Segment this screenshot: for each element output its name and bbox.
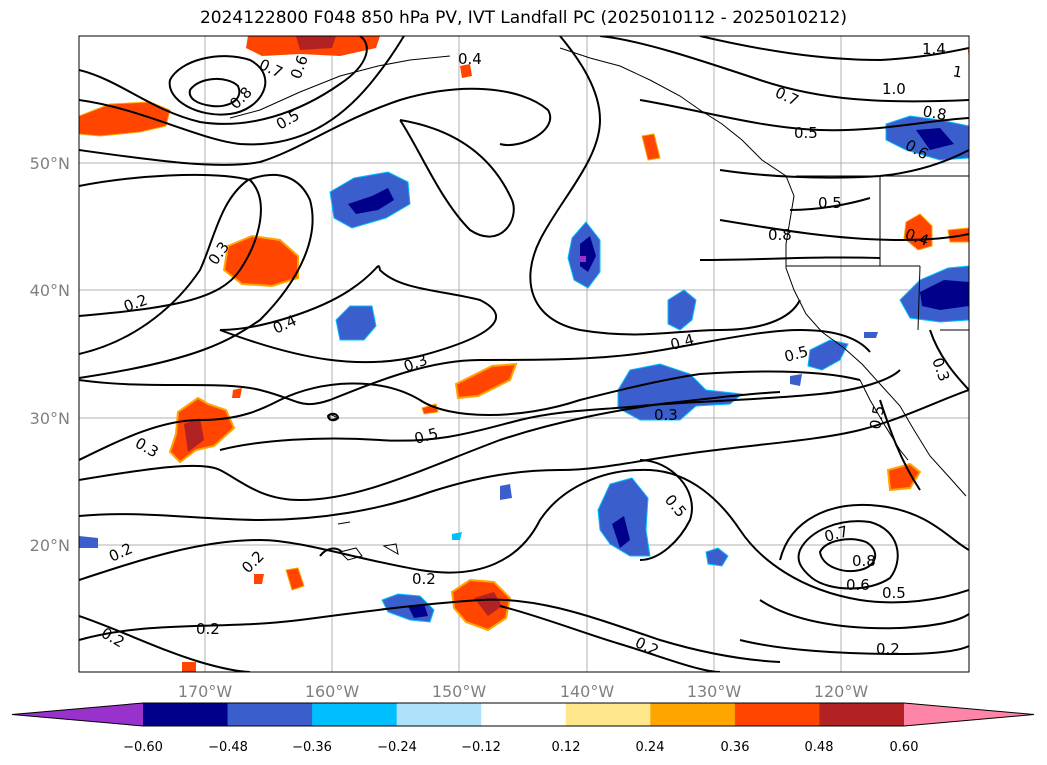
contour-label: 1 [951, 62, 964, 81]
contour-label: 0.4 [668, 330, 696, 354]
contour-label: 0.7 [822, 522, 850, 546]
colorbar-outline [11, 702, 1035, 727]
colorbar-tick: 0.12 [552, 740, 581, 755]
colorbar-extend-low [12, 703, 143, 726]
lat-label: 30°N [30, 409, 70, 428]
colorbar-tick: 0.48 [805, 740, 834, 755]
colorbar-segment [734, 703, 820, 726]
contour-label: 0.3 [654, 406, 678, 424]
colorbar-segment [819, 703, 905, 726]
lat-label: 20°N [30, 536, 70, 555]
colorbar-extend-high [904, 703, 1034, 726]
colorbar-tick: 0.60 [890, 740, 919, 755]
lon-label: 150°W [432, 682, 487, 701]
contour-label: 0.8 [921, 102, 948, 124]
colorbar-tick: −0.24 [377, 740, 417, 755]
lat-axis: 50°N 40°N 30°N 20°N [30, 154, 70, 555]
lat-label: 50°N [30, 154, 70, 173]
coastlines [229, 47, 969, 561]
colorbar-tick: −0.12 [461, 740, 501, 755]
colorbar [11, 702, 1035, 727]
lon-label: 170°W [178, 682, 233, 701]
contour-label: 1.4 [922, 40, 946, 58]
colorbar-segment [650, 703, 736, 726]
lon-label: 160°W [305, 682, 360, 701]
colorbar-segment [396, 703, 482, 726]
contour-label: 0.5 [818, 194, 842, 212]
contour-label: 0.5 [794, 124, 818, 142]
contour-label: 1.0 [882, 80, 906, 98]
contour-label: 0.5 [782, 342, 810, 366]
colorbar-tick: −0.60 [123, 740, 163, 755]
contour-label: 0.6 [846, 576, 870, 594]
colorbar-tick: 0.36 [721, 740, 750, 755]
pv-contours [79, 36, 969, 672]
colorbar-segment [565, 703, 651, 726]
contour-label: 0.8 [768, 226, 792, 244]
lon-label: 140°W [560, 682, 615, 701]
contour-label: 0.4 [458, 50, 482, 68]
colorbar-segment [312, 703, 398, 726]
colorbar-segment [227, 703, 313, 726]
map-plot-area: 0.7 0.6 0.8 0.5 0.4 1.4 1 0.7 1.0 0.5 0.… [79, 36, 969, 672]
contour-label: 0.2 [196, 620, 220, 638]
contour-label: 0.5 [866, 404, 888, 431]
contour-label: 0.8 [852, 552, 876, 570]
contour-label: 0.2 [412, 570, 436, 588]
contour-label: 0.2 [876, 640, 900, 658]
colorbar-tick: −0.48 [208, 740, 248, 755]
colorbar-tick: −0.36 [292, 740, 332, 755]
lon-axis: 170°W 160°W 150°W 140°W 130°W 120°W [178, 682, 869, 701]
lon-label: 120°W [814, 682, 869, 701]
colorbar-tick: 0.24 [636, 740, 665, 755]
map-frame [78, 35, 970, 673]
colorbar-segment [481, 703, 567, 726]
colorbar-segment [143, 703, 229, 726]
contour-label: 0.5 [412, 424, 440, 448]
lat-label: 40°N [30, 281, 70, 300]
colorbar-ticks: −0.60 −0.48 −0.36 −0.24 −0.12 0.12 0.24 … [123, 740, 918, 755]
map-title: 2024122800 F048 850 hPa PV, IVT Landfall… [199, 8, 847, 28]
contour-label: 0.5 [882, 584, 906, 602]
lon-label: 130°W [687, 682, 742, 701]
